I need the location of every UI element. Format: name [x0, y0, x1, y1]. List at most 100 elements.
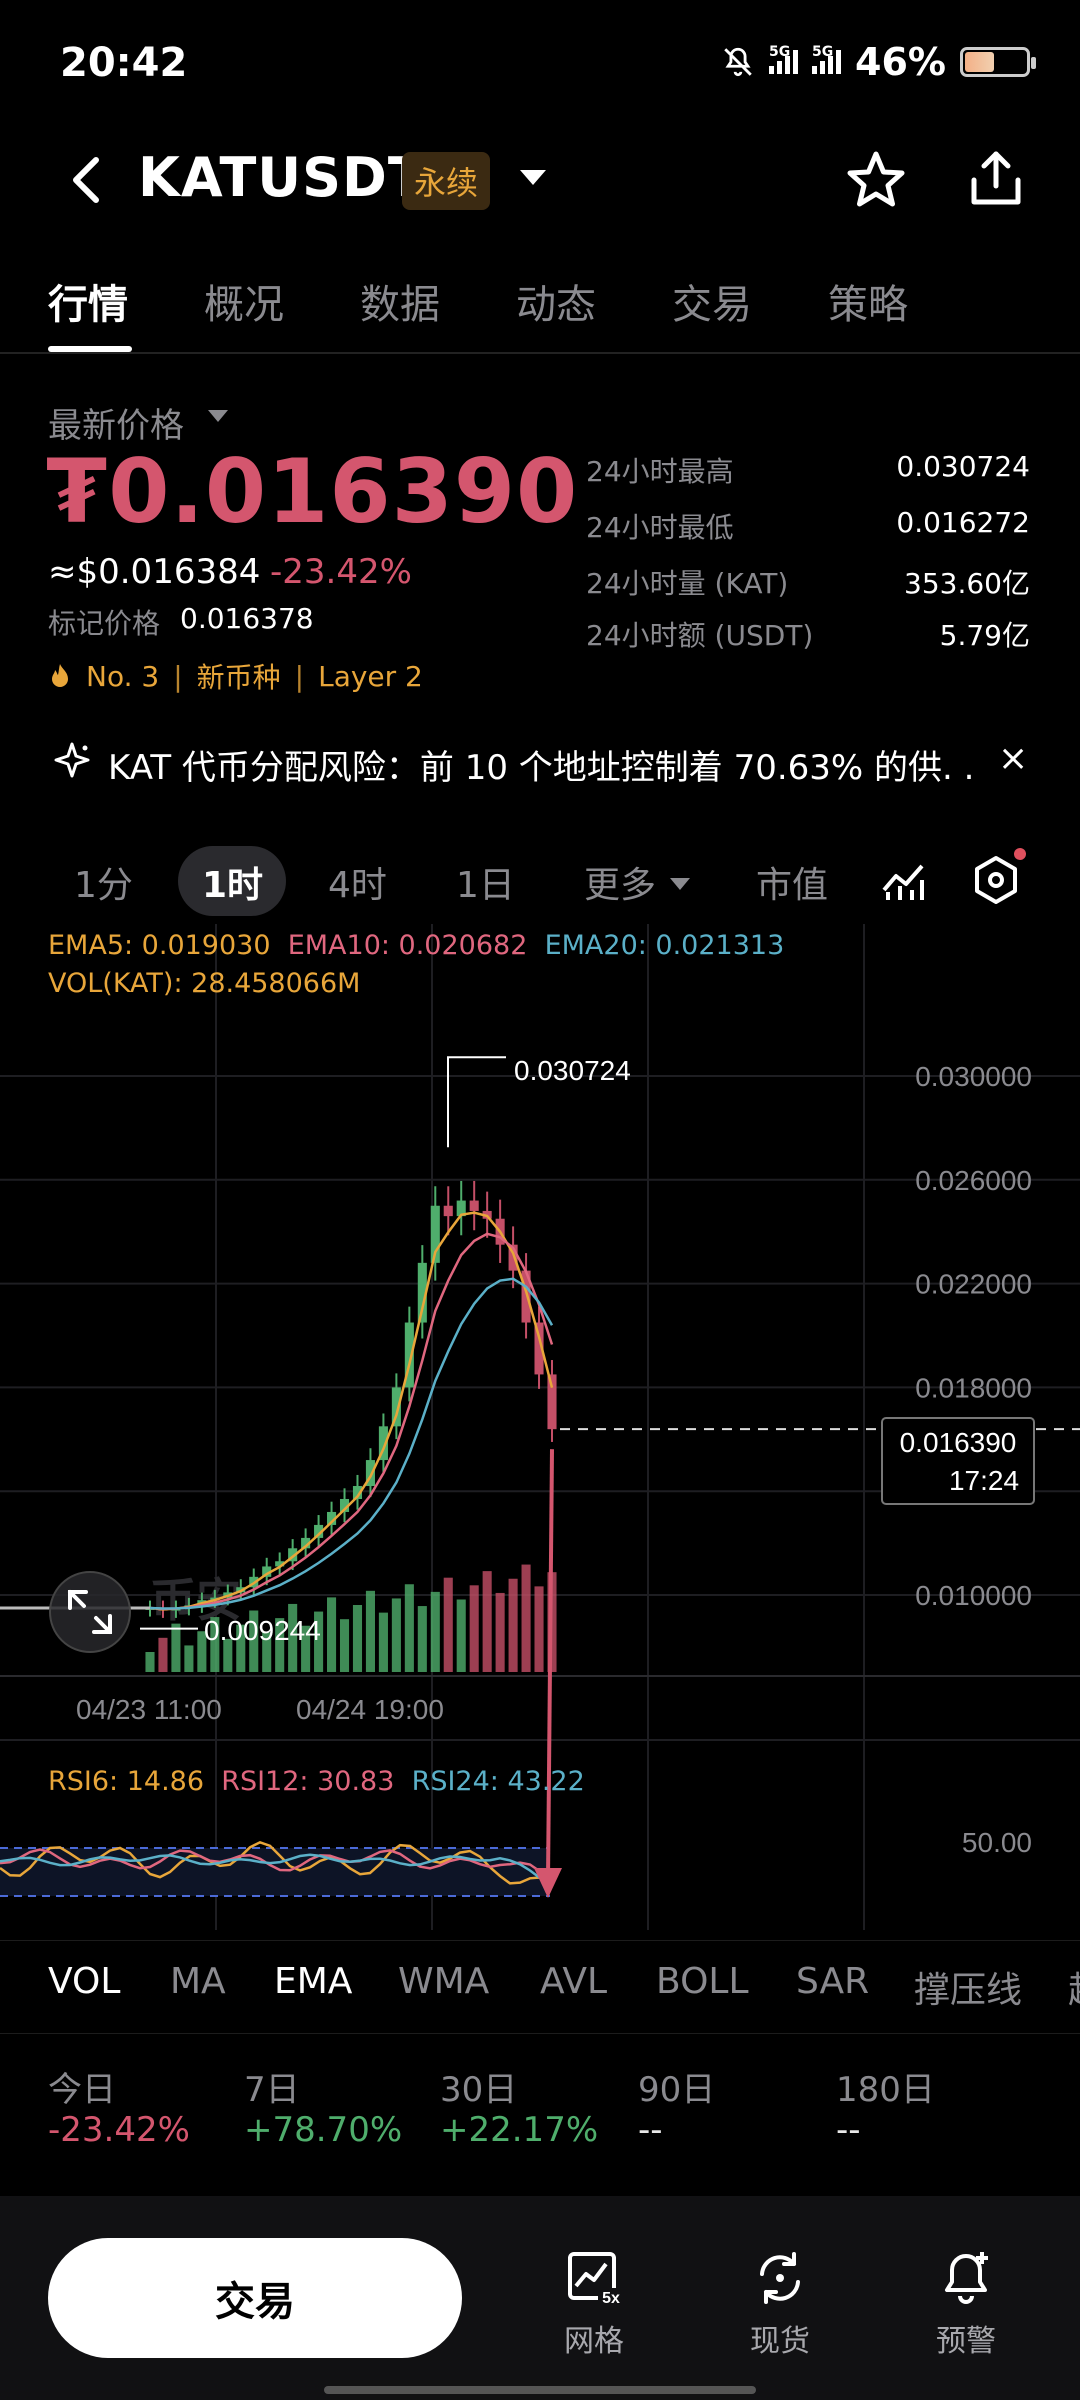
spot-label: 现货 [750, 2324, 810, 2359]
ema-lines [149, 1211, 554, 1611]
volume-bar [469, 1585, 479, 1672]
grid-trading-icon: 5x [568, 2252, 624, 2307]
perf-value-180d: -- [836, 2110, 861, 2150]
indicator-tab-more[interactable]: 超 [1068, 1961, 1080, 2013]
tab-trade[interactable]: 交易 [672, 282, 752, 328]
rsi-lines [0, 1840, 551, 1897]
rsi6-line [0, 1840, 551, 1885]
volume-legend: VOL(KAT): 28.458066M [48, 968, 361, 999]
indicator-tab-sar[interactable]: SAR [796, 1961, 870, 2002]
back-arrow-icon[interactable] [62, 150, 112, 210]
indicator-tab-boll[interactable]: BOLL [656, 1961, 749, 2002]
indicator-tab-support-resistance[interactable]: 撑压线 [914, 1970, 1023, 2011]
volume-bar [301, 1625, 311, 1672]
latest-price-label[interactable]: 最新价格 [48, 406, 184, 446]
spot-button[interactable]: 现货 [720, 2248, 840, 2360]
rsi12-value: RSI12: 30.83 [221, 1766, 395, 1797]
trade-button[interactable]: 交易 [48, 2238, 462, 2358]
rsi-axis-tick: 50.00 [962, 1827, 1032, 1858]
category-tag[interactable]: Layer 2 [318, 659, 423, 693]
volume-bar [158, 1637, 168, 1672]
bell-plus-icon [945, 2252, 988, 2304]
coin-tags: No. 3 | 新币种 | Layer 2 [48, 656, 423, 696]
tab-strategy[interactable]: 策略 [828, 282, 908, 328]
new-coin-tag[interactable]: 新币种 [196, 661, 281, 694]
share-icon[interactable] [964, 146, 1028, 210]
volume-bar [339, 1619, 350, 1672]
candle-body [301, 1537, 311, 1549]
indicator-tab-vol[interactable]: VOL [48, 1961, 121, 2002]
volume-bar [249, 1610, 259, 1672]
risk-banner-text[interactable]: KAT 代币分配风险：前 10 个地址控制着 70.63% 的供. . [108, 748, 975, 788]
stat-label-volume: 24小时量 (KAT) [586, 567, 789, 600]
indicator-tab-ma[interactable]: MA [170, 1961, 226, 2002]
volume-bar [275, 1618, 285, 1672]
indicator-tab-wma[interactable]: WMA [398, 1961, 490, 2002]
tab-news[interactable]: 动态 [516, 282, 596, 328]
volume-bar [171, 1623, 181, 1672]
perf-value-7d: +78.70% [244, 2110, 403, 2150]
svg-text:5x: 5x [602, 2290, 620, 2307]
close-icon[interactable]: × [998, 738, 1029, 779]
volume-bar [223, 1638, 233, 1672]
tab-market[interactable]: 行情 [48, 282, 128, 328]
timeframe-1d[interactable]: 1日 [456, 865, 515, 906]
volume-bar [495, 1592, 505, 1672]
ema20-line [149, 1277, 554, 1610]
tab-data[interactable]: 数据 [360, 282, 440, 328]
x-axis-tick: 04/23 11:00 [76, 1694, 222, 1725]
volume-bar [391, 1598, 401, 1672]
tabs-divider [0, 352, 1080, 354]
volume-bar [417, 1606, 427, 1672]
tab-overview[interactable]: 概况 [204, 282, 284, 328]
candle-body [262, 1566, 272, 1577]
volume-bars [145, 1564, 557, 1672]
perf-label-7d: 7日 [244, 2070, 300, 2110]
timeframe-1h[interactable]: 1时 [202, 865, 264, 906]
perf-label-30d: 30日 [440, 2070, 518, 2110]
price-chart[interactable]: 币安 0.0300000.0260000.0220000.0180000.014… [0, 924, 1080, 1938]
candle-body [275, 1561, 285, 1567]
timeframe-more[interactable]: 更多 [584, 865, 657, 906]
signal-2-icon: 5G [812, 44, 842, 74]
candle-body [339, 1498, 350, 1512]
grid-label: 网格 [564, 2324, 624, 2359]
latest-price-dropdown-icon[interactable] [208, 410, 228, 422]
favorite-star-icon[interactable] [844, 148, 908, 212]
x-axis-tick: 04/24 19:00 [296, 1694, 444, 1725]
active-tab-indicator [48, 346, 132, 352]
symbol-title[interactable]: KATUSDT [138, 146, 426, 209]
indicator-tab-avl[interactable]: AVL [540, 1961, 608, 2002]
volume-bar [327, 1597, 337, 1672]
grid-button[interactable]: 5x 网格 [534, 2248, 654, 2360]
candle-body [417, 1262, 427, 1323]
volume-bar [456, 1599, 466, 1672]
indicator-chart-icon[interactable] [880, 856, 928, 904]
more-dropdown-icon[interactable] [670, 878, 690, 890]
high-price-marker: 0.030724 [514, 1055, 631, 1086]
status-icons: 5G 5G 46% [721, 40, 1036, 84]
candle-body [327, 1511, 337, 1525]
rsi12-line [0, 1848, 551, 1883]
candle-body [365, 1460, 375, 1487]
candle-body [352, 1486, 363, 1499]
chart-settings-icon[interactable] [970, 854, 1022, 906]
main-tabs: 行情 概况 数据 动态 交易 策略 [0, 272, 1080, 352]
timeframe-4h[interactable]: 4时 [328, 865, 387, 906]
timeframe-1m[interactable]: 1分 [74, 865, 133, 906]
mute-bell-icon [724, 47, 752, 77]
market-cap-toggle[interactable]: 市值 [756, 865, 829, 906]
volume-bar [262, 1632, 272, 1672]
rank-tag[interactable]: No. 3 [86, 659, 160, 693]
price-axis: 0.0300000.0260000.0220000.0180000.014000… [915, 1061, 1032, 1611]
indicator-tab-ema[interactable]: EMA [274, 1961, 353, 2002]
usd-price: ≈$0.016384 [48, 552, 261, 592]
candle-body [391, 1387, 401, 1427]
perf-label-today: 今日 [48, 2070, 116, 2110]
symbol-dropdown-icon[interactable] [520, 170, 546, 185]
candle-body [521, 1270, 531, 1323]
fire-icon [52, 664, 68, 687]
expand-chart-button [49, 1571, 131, 1653]
signal-1-icon: 5G [769, 44, 799, 74]
alert-button[interactable]: 预警 [906, 2248, 1026, 2360]
